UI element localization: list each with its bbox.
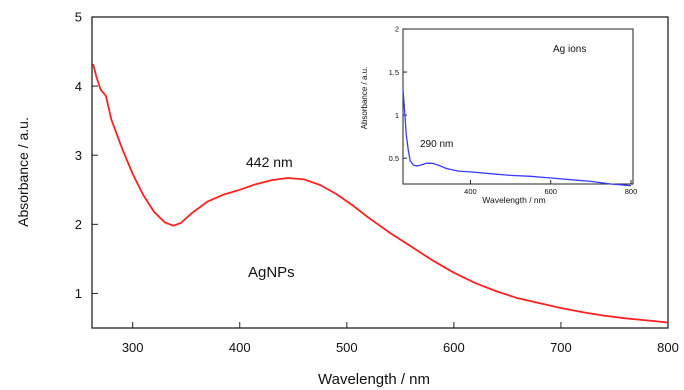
main-y-tick-label-1: 1 <box>75 286 82 301</box>
inset-y-ticks: 0.5 1 1.5 2 <box>389 25 407 163</box>
inset-y-tick-label-2: 2 <box>395 25 399 34</box>
inset-y-tick-label-1: 1 <box>395 111 399 120</box>
inset-x-axis-title: Wavelength / nm <box>482 195 545 205</box>
inset-x-tick-label-800: 800 <box>625 187 638 196</box>
main-y-tick-label-3: 3 <box>75 148 82 163</box>
main-y-axis-title: Absorbance / a.u. <box>15 117 31 227</box>
inset-x-tick-label-600: 600 <box>544 187 557 196</box>
main-x-tick-label-700: 700 <box>550 340 572 355</box>
agnps-label: AgNPs <box>248 264 295 281</box>
main-x-tick-label-600: 600 <box>443 340 465 355</box>
main-x-tick-label-300: 300 <box>122 340 144 355</box>
inset-x-ticks: 400 600 800 <box>464 180 637 196</box>
peak-annotation-290: 290 nm <box>420 139 453 150</box>
peak-annotation-442: 442 nm <box>246 154 293 170</box>
main-y-ticks: 1 2 3 4 5 <box>75 10 98 301</box>
main-x-axis-title: Wavelength / nm <box>318 371 430 388</box>
main-y-tick-label-2: 2 <box>75 217 82 232</box>
ag-ions-label: Ag ions <box>553 44 586 55</box>
inset-x-tick-label-400: 400 <box>464 187 477 196</box>
main-y-tick-label-4: 4 <box>75 79 82 94</box>
main-series-line <box>92 63 669 324</box>
main-x-ticks: 300 400 500 600 700 800 <box>122 322 679 355</box>
main-plot: 300 400 500 600 700 800 1 2 3 4 5 Wavelength / nm… <box>15 10 679 388</box>
inset-y-axis-title: Absorbance / a.u. <box>360 67 369 130</box>
inset-plot: 400 600 800 0.5 1 1.5 2 Wavelength / nm Absor… <box>360 25 637 205</box>
main-x-tick-label-500: 500 <box>336 340 358 355</box>
inset-y-tick-label-1.5: 1.5 <box>389 68 399 77</box>
inset-y-tick-label-0.5: 0.5 <box>389 154 399 163</box>
inset-plot-frame <box>402 28 634 185</box>
main-x-tick-label-800: 800 <box>657 340 679 355</box>
main-y-tick-label-5: 5 <box>75 10 82 25</box>
main-x-tick-label-400: 400 <box>229 340 251 355</box>
inset-series-line <box>402 89 632 187</box>
main-plot-frame <box>91 16 669 329</box>
